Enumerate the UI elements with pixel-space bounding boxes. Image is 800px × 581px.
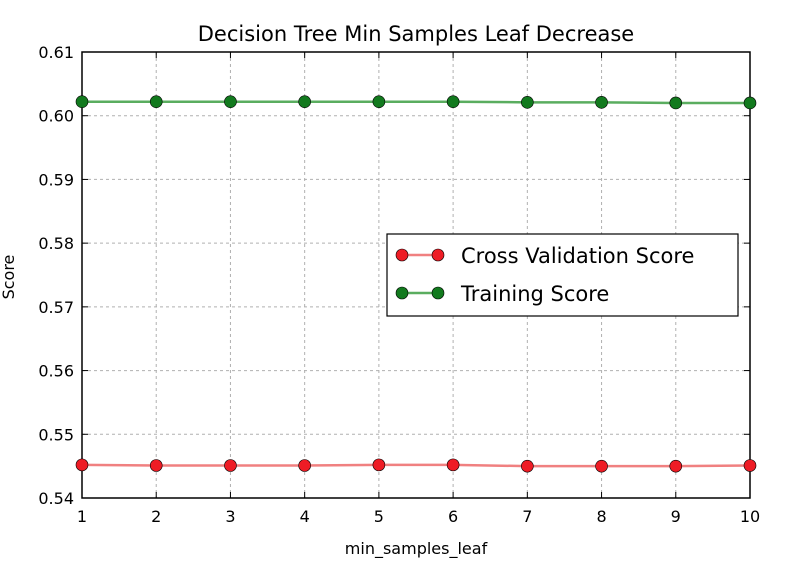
y-tick-label: 0.58 <box>38 234 74 253</box>
legend-label-train: Training Score <box>460 282 609 306</box>
data-point-cv <box>75 458 89 472</box>
legend-box <box>386 233 739 317</box>
y-tick-label: 0.55 <box>38 425 74 444</box>
y-axis-label: Score <box>0 255 18 300</box>
x-tick-label: 5 <box>374 507 384 526</box>
legend-item-cv: Cross Validation Score <box>395 244 694 268</box>
x-tick-label: 3 <box>225 507 235 526</box>
plot-frame <box>81 51 751 499</box>
data-point-cv <box>372 458 386 472</box>
legend-marker-train <box>395 286 409 300</box>
data-point-train <box>75 95 89 108</box>
data-point-train <box>595 96 608 109</box>
plot-area: 1 2 3 4 5 6 7 8 9 10 0.54 0.55 0.56 0.57 0.58 0.59 0.60 0… <box>38 43 760 526</box>
y-tick-label: 0.59 <box>38 170 74 189</box>
x-tick-label: 1 <box>77 507 87 526</box>
series-line-cv <box>81 463 751 468</box>
y-tick-label: 0.61 <box>38 43 74 62</box>
data-point-cv <box>669 459 683 473</box>
data-point-train <box>446 95 460 108</box>
x-tick-label: 9 <box>671 507 681 526</box>
data-point-cv <box>743 459 757 472</box>
y-tick-label: 0.56 <box>38 362 74 381</box>
legend-marker-cv <box>431 248 445 262</box>
x-tick-label: 7 <box>522 507 532 526</box>
legend: Cross Validation Score Training Score <box>386 233 739 317</box>
x-tick-label: 6 <box>448 507 458 526</box>
y-tick-label: 0.60 <box>38 107 74 126</box>
series-line-train <box>82 100 750 105</box>
chart-title: Decision Tree Min Samples Leaf Decrease <box>198 22 634 46</box>
data-point-cv <box>298 459 311 472</box>
data-point-train <box>224 95 237 108</box>
data-point-cv <box>446 458 460 472</box>
legend-marker-train <box>431 286 445 300</box>
x-tick-label: 10 <box>740 507 760 526</box>
x-tick-label: 2 <box>151 507 161 526</box>
data-point-cv <box>149 459 163 472</box>
data-point-train <box>298 95 311 108</box>
data-point-cv <box>595 459 608 473</box>
y-tick-label: 0.57 <box>38 298 74 317</box>
data-point-train <box>743 96 757 110</box>
y-tick-label: 0.54 <box>38 489 74 508</box>
data-point-cv <box>224 459 237 472</box>
x-tick-label: 8 <box>596 507 606 526</box>
legend-label-cv: Cross Validation Score <box>461 244 694 268</box>
data-point-train <box>669 96 683 110</box>
data-point-train <box>372 95 386 108</box>
data-point-train <box>521 96 534 109</box>
data-point-cv <box>521 459 534 473</box>
data-point-train <box>149 95 163 108</box>
legend-marker-cv <box>395 248 409 262</box>
legend-item-train: Training Score <box>395 282 609 306</box>
x-tick-label: 4 <box>300 507 310 526</box>
x-axis-label: min_samples_leaf <box>345 539 488 559</box>
